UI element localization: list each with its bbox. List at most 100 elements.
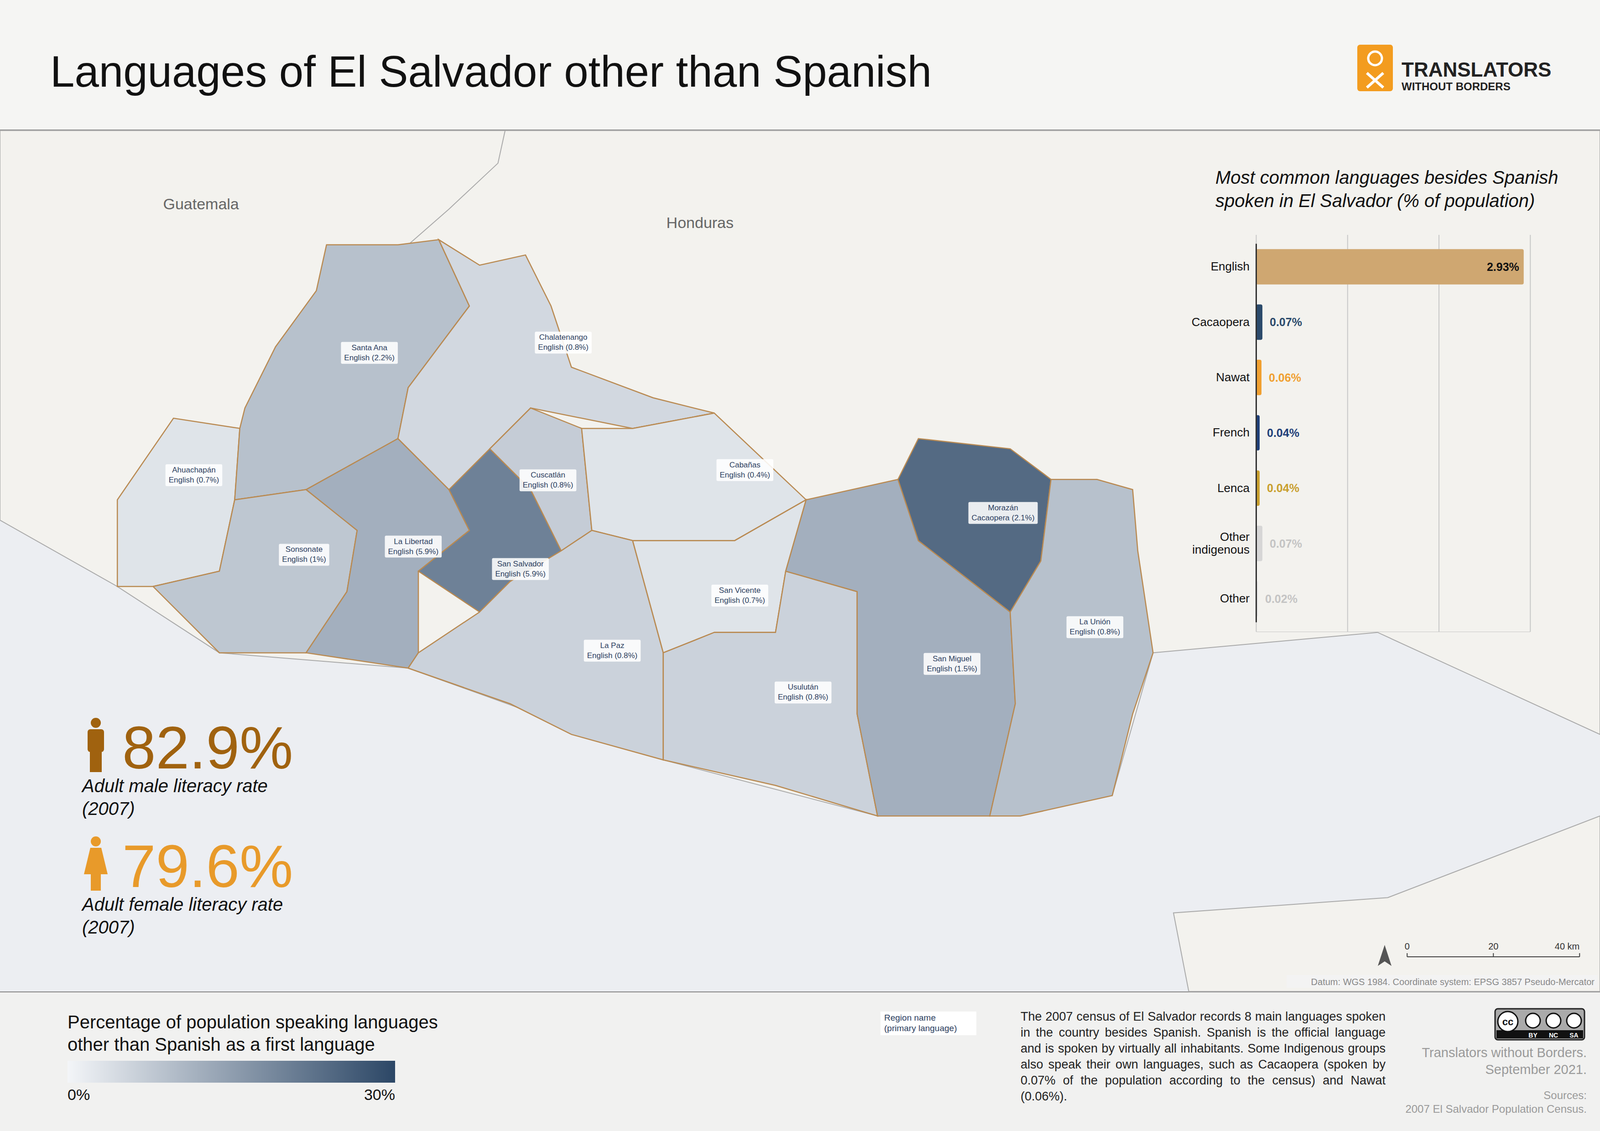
badge-icon [1566, 1013, 1582, 1029]
credit-sources: 2007 El Salvador Population Census. [1405, 1103, 1587, 1116]
region-label: San MiguelEnglish (1.5%) [923, 653, 981, 676]
neighbour-land [0, 130, 1600, 817]
label-box [711, 584, 769, 607]
region-name: La Paz [599, 641, 625, 651]
stat-value: 79.6% [122, 833, 293, 901]
logo: TRANSLATORSWITHOUT BORDERS [1357, 44, 1552, 93]
stat-value: 82.9% [122, 714, 293, 782]
credit-date: September 2021. [1485, 1062, 1587, 1078]
category-label: English [1210, 259, 1250, 274]
category-label: French [1212, 425, 1250, 440]
category-label: Otherindigenous [1192, 530, 1250, 558]
data-label: 0.07% [1269, 537, 1303, 551]
region [663, 571, 878, 817]
region-name: Sonsonate [285, 545, 323, 554]
stats: 82.9%Adult male literacy rate(2007)79.6%… [81, 714, 293, 938]
datum: Datum: WGS 1984. Coordinate system: EPSG… [1311, 977, 1595, 988]
chart-title: spoken in El Salvador (% of population) [1215, 190, 1535, 211]
y-tick: Lenca [1217, 481, 1257, 496]
region-label: San VicenteEnglish (0.7%) [711, 584, 769, 607]
y-tick: Cacaopera [1191, 315, 1257, 329]
badge-box [1495, 1009, 1585, 1041]
bars [1256, 249, 1524, 617]
scale-tick [1579, 953, 1580, 958]
logo-text: TRANSLATORS [1401, 58, 1552, 81]
region-language: English (0.8%) [777, 693, 829, 702]
title: Languages of El Salvador other than Span… [50, 46, 932, 96]
region-language: English (1.5%) [926, 664, 978, 674]
x-tick [1347, 234, 1348, 632]
x-grid [1256, 234, 1531, 633]
region-language: English (5.9%) [495, 569, 546, 579]
y-tick: Nawat [1215, 370, 1257, 385]
scale-tick [1492, 953, 1494, 958]
data-label: 0.04% [1266, 426, 1300, 440]
credits: ccBYNCSATranslators without Borders.Sept… [1405, 1009, 1587, 1116]
region-name: Ahuachapán [171, 465, 216, 475]
badge-icon [1546, 1013, 1561, 1029]
y-axis-line [1255, 244, 1257, 623]
label-box [165, 464, 223, 487]
icon-legs [89, 748, 102, 773]
scale-tick [1406, 953, 1408, 958]
icon-legs [90, 873, 101, 892]
category-label: Nawat [1215, 370, 1250, 385]
region-name: San Miguel [932, 654, 972, 664]
y-axis: English Cacaopera Nawat French Lenca Otherind… [1191, 244, 1257, 623]
region-label: Santa AnaEnglish (2.2%) [340, 342, 398, 365]
region-name: Cabañas [729, 460, 761, 470]
region-label: AhuachapánEnglish (0.7%) [165, 464, 223, 487]
badge-label: SA [1569, 1031, 1579, 1040]
country-border [408, 130, 506, 245]
license-badge: ccBYNCSA [1495, 1009, 1585, 1041]
legend-title: other than Spanish as a first language [67, 1034, 376, 1055]
region-name: San Salvador [497, 559, 544, 569]
badge-icon [1525, 1013, 1541, 1029]
icon-head [90, 718, 101, 729]
canvas: Languages of El Salvador other than Span… [0, 0, 1600, 1131]
y-tick: English [1210, 259, 1257, 274]
region-label: La UniónEnglish (0.8%) [1066, 616, 1124, 639]
region-language: English (5.9%) [388, 547, 439, 557]
header-band [0, 0, 1600, 131]
logo-box [1357, 44, 1393, 92]
region-label: ChalatenangoEnglish (0.8%) [534, 331, 592, 354]
region-label: UsulutánEnglish (0.8%) [774, 681, 832, 704]
region-language: English (0.7%) [714, 596, 766, 605]
bar-chart: Most common languages besides Spanishspo… [1191, 167, 1559, 633]
scale-label: 40 km [1554, 941, 1580, 952]
legend-tick: 0% [67, 1086, 90, 1104]
label-box [923, 653, 981, 676]
male-icon [87, 718, 105, 773]
category-label: Cacaopera [1191, 315, 1251, 329]
badge-circle [1497, 1011, 1518, 1032]
logo-head [1368, 51, 1382, 66]
region-language: English (0.4%) [719, 470, 771, 480]
grid-line [1529, 234, 1531, 632]
region-label: La PazEnglish (0.8%) [583, 640, 642, 662]
category-label: Lenca [1217, 481, 1250, 496]
region-name: Cuscatlán [530, 470, 566, 480]
region-language: English (0.8%) [587, 651, 638, 661]
region-name: San Vicente [719, 586, 761, 595]
region-name: Santa Ana [351, 343, 388, 353]
credit-sources-title: Sources: [1543, 1089, 1587, 1102]
x-tick [1256, 234, 1257, 632]
scale-bar: 02040 km [1377, 941, 1580, 967]
key: Region name(primary language) [880, 1011, 977, 1036]
data-label: 0.02% [1265, 592, 1298, 606]
region-language: English (0.8%) [1069, 627, 1121, 637]
color-bar [67, 1061, 396, 1084]
country-label: Guatemala [162, 195, 239, 213]
x-tick [1438, 234, 1440, 632]
category-label: Other [1219, 591, 1250, 606]
region-label: MorazánCacaopera (2.1%) [968, 502, 1038, 525]
north-arrow [1377, 945, 1392, 967]
region-name: La Unión [1079, 617, 1111, 627]
region-label: CuscatlánEnglish (0.8%) [519, 469, 577, 492]
label-box [340, 342, 398, 365]
label-box [583, 640, 642, 662]
icon-head [90, 836, 101, 847]
bar [1256, 304, 1263, 340]
bar [1256, 526, 1263, 562]
